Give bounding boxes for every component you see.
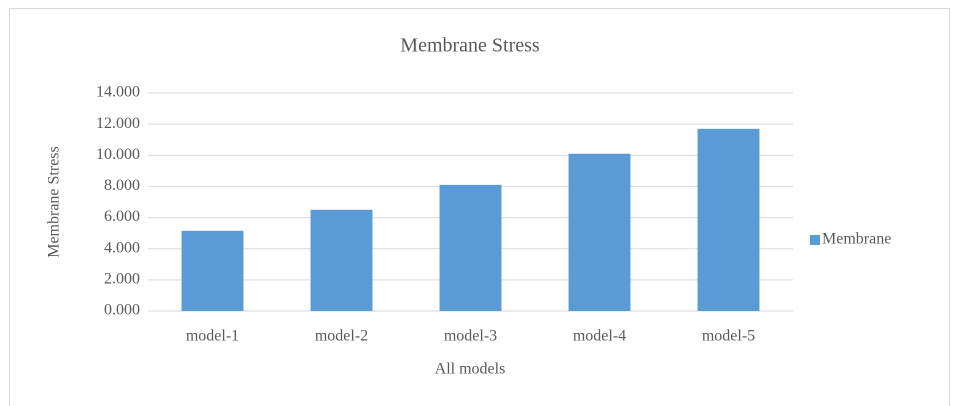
y-tick-label: 2.000 (104, 271, 140, 288)
y-tick-label: 14.000 (96, 84, 140, 101)
y-tick-label: 10.000 (96, 146, 140, 163)
y-tick-label: 4.000 (104, 239, 140, 256)
bar (439, 184, 502, 311)
bar (310, 209, 373, 311)
x-tick-label: model-2 (315, 328, 368, 345)
y-tick-label: 8.000 (104, 177, 140, 194)
legend-swatch (810, 235, 820, 245)
y-tick-label: 0.000 (104, 302, 140, 319)
chart-border (9, 8, 950, 406)
y-tick-label: 6.000 (104, 208, 140, 225)
x-tick-label: model-4 (573, 328, 626, 345)
x-axis-label: All models (435, 361, 506, 378)
legend-label: Membrane (822, 231, 891, 248)
y-axis-label: Membrane Stress (46, 146, 63, 258)
y-tick-label: 12.000 (96, 115, 140, 132)
x-tick-label: model-1 (186, 328, 239, 345)
chart-title: Membrane Stress (400, 35, 540, 57)
x-tick-label: model-3 (444, 328, 497, 345)
x-tick-label: model-5 (702, 328, 755, 345)
bar (697, 128, 760, 311)
bar (181, 230, 244, 311)
bar (568, 153, 631, 311)
